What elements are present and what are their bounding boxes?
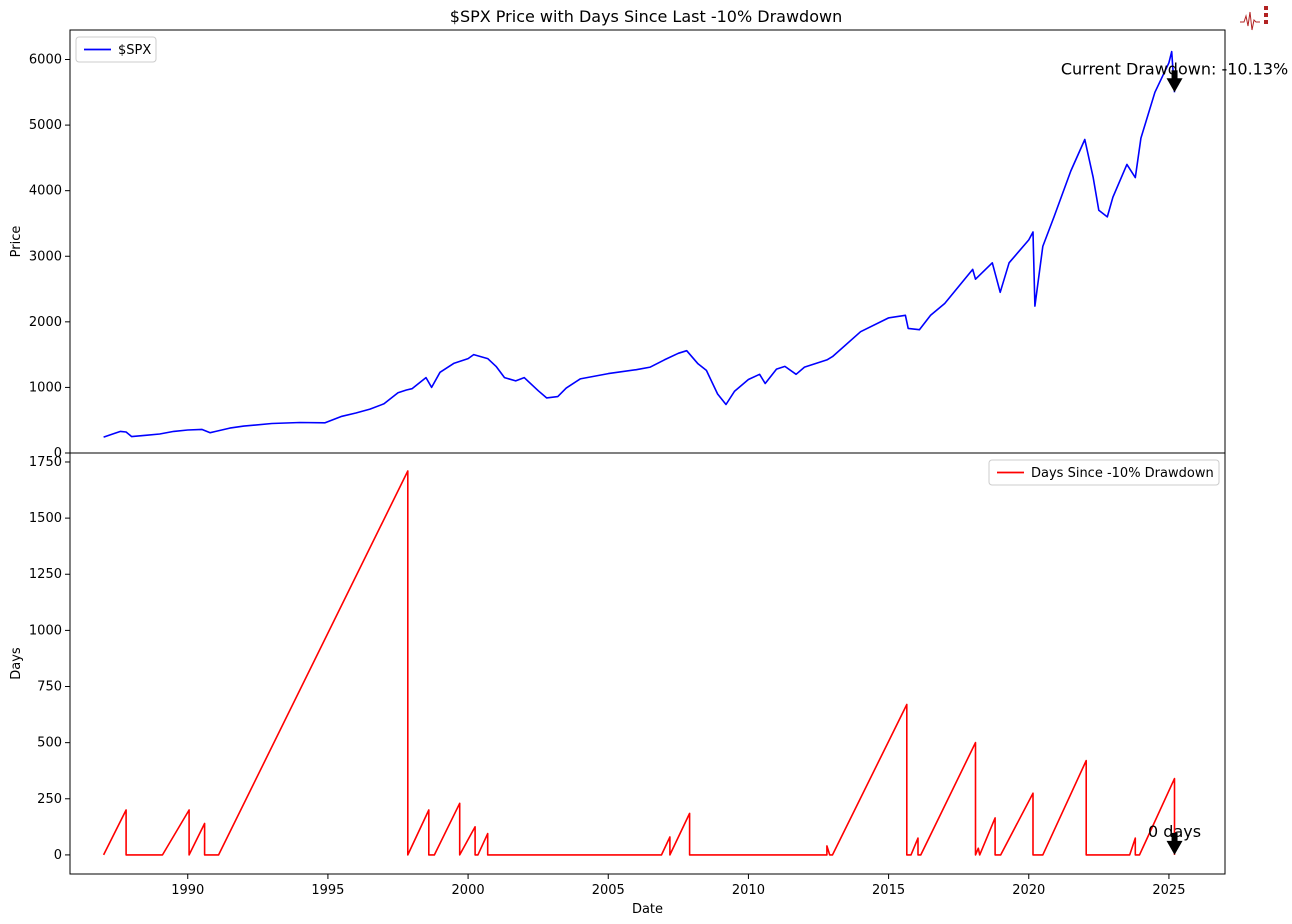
y-tick-label: 0 — [54, 848, 62, 863]
legend-label: $SPX — [118, 43, 151, 58]
y-tick-label: 750 — [37, 680, 62, 695]
y-tick-label: 1750 — [29, 455, 62, 470]
y-tick-label: 3000 — [29, 249, 62, 264]
legend-label: Days Since -10% Drawdown — [1031, 466, 1214, 481]
x-tick-label: 2005 — [592, 883, 625, 898]
annotation-arrow-icon — [1166, 840, 1183, 855]
x-tick-label: 1990 — [171, 883, 204, 898]
x-tick-label: 2025 — [1152, 883, 1185, 898]
y-tick-label: 5000 — [29, 118, 62, 133]
annotation-label: 0 days — [1148, 822, 1201, 841]
y-tick-label: 500 — [37, 736, 62, 751]
y-tick-label: 1500 — [29, 511, 62, 526]
x-tick-label: 2010 — [732, 883, 765, 898]
annotation-arrow-icon — [1166, 78, 1183, 93]
annotation-arrow-shaft — [1171, 832, 1178, 842]
series-line — [103, 50, 1176, 438]
y-tick-label: 0 — [54, 446, 62, 461]
plot-frame — [69, 452, 1226, 875]
chart-title: $SPX Price with Days Since Last -10% Dra… — [450, 7, 842, 26]
x-axis-label: Date — [632, 902, 663, 917]
legend-box — [75, 36, 157, 63]
annotation-arrow-shaft — [1171, 70, 1178, 80]
y-tick-label: 4000 — [29, 184, 62, 199]
y-tick-label: 1000 — [29, 380, 62, 395]
logo-icon — [1240, 6, 1268, 31]
x-tick-label: 1995 — [311, 883, 344, 898]
series-line — [102, 470, 1176, 856]
annotation-label: Current Drawdown: -10.13% — [1061, 59, 1288, 78]
price-plot: 0 1000 2000 3000 4000 5000 6000 Price $SPX Curren… — [9, 29, 1288, 461]
y-tick-label: 1250 — [29, 567, 62, 582]
y-tick-label: 250 — [37, 792, 62, 807]
y-tick-label: 2000 — [29, 315, 62, 330]
y-tick-label: 6000 — [29, 53, 62, 68]
days-plot: 0 250 500 750 1000 1250 1500 1750 Days 1990 1995 20… — [9, 452, 1226, 917]
y-axis-label: Price — [9, 226, 24, 258]
plot-frame — [69, 29, 1226, 454]
x-tick-label: 2015 — [872, 883, 905, 898]
y-axis-label: Days — [9, 647, 24, 680]
x-tick-label: 2000 — [452, 883, 485, 898]
x-tick-label: 2020 — [1012, 883, 1045, 898]
legend-box — [988, 459, 1220, 486]
y-tick-label: 1000 — [29, 623, 62, 638]
